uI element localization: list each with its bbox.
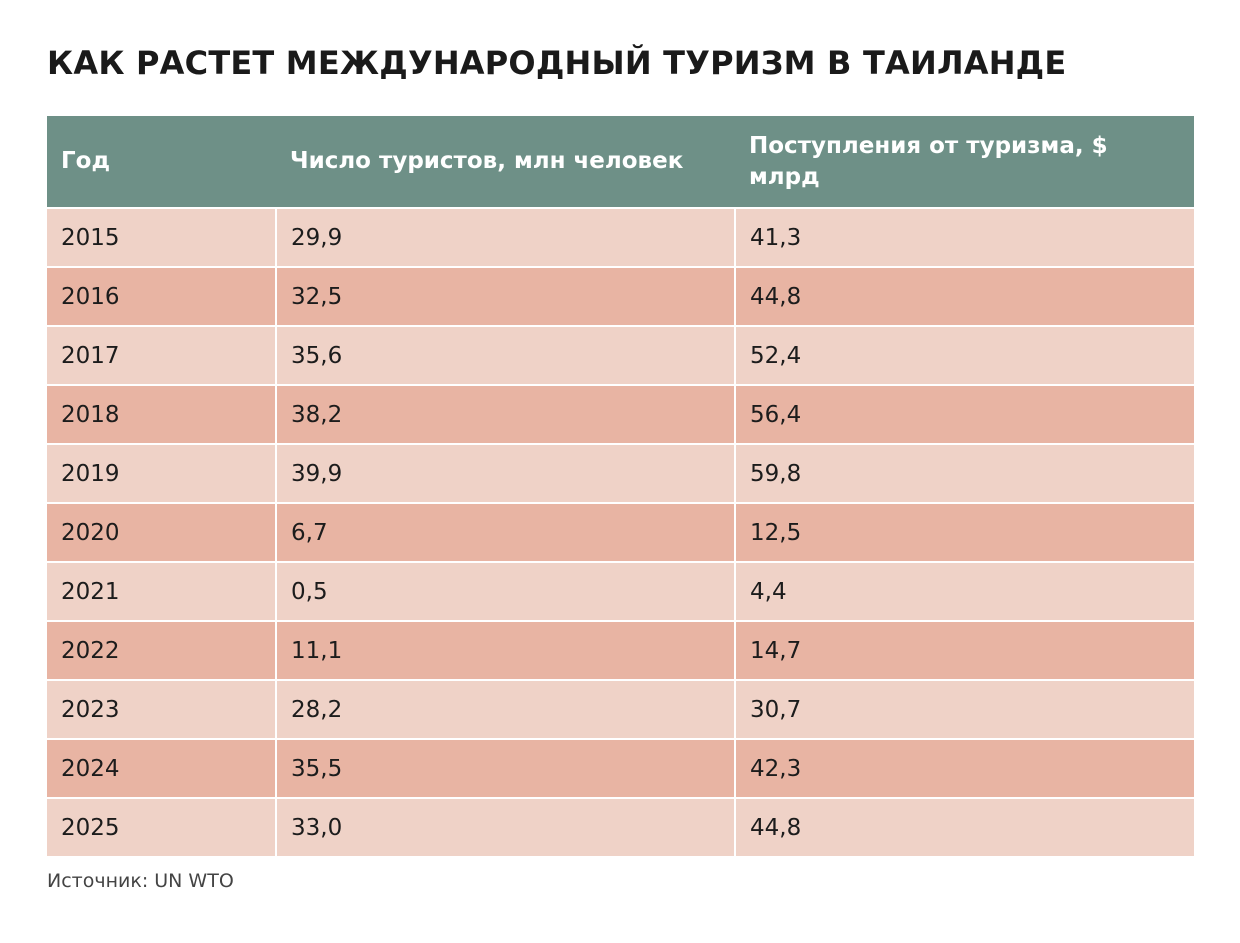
cell-revenue: 44,8: [734, 797, 1194, 856]
cell-tourists: 38,2: [275, 384, 735, 444]
cell-revenue: 14,7: [734, 620, 1194, 680]
cell-revenue: 4,4: [734, 561, 1194, 621]
cell-year: 2021: [47, 561, 276, 621]
table-row: 2021 0,5 4,4: [47, 561, 1194, 621]
cell-year: 2024: [47, 738, 276, 798]
cell-tourists: 33,0: [275, 797, 735, 856]
table-body: 2015 29,9 41,3 2016 32,5 44,8 2017 35,6 52,4 2018…: [47, 207, 1194, 856]
table-row: 2024 35,5 42,3: [47, 738, 1194, 798]
table-row: 2020 6,7 12,5: [47, 502, 1194, 562]
column-header-year: Год: [47, 116, 276, 208]
cell-tourists: 28,2: [275, 679, 735, 739]
table-row: 2023 28,2 30,7: [47, 679, 1194, 739]
cell-revenue: 30,7: [734, 679, 1194, 739]
column-header-revenue: Поступления от туризма, $ млрд: [735, 116, 1194, 208]
cell-revenue: 56,4: [734, 384, 1194, 444]
cell-year: 2017: [47, 325, 276, 385]
table-header-row: Год Число туристов, млн человек Поступле…: [47, 116, 1194, 208]
table-row: 2019 39,9 59,8: [47, 443, 1194, 503]
cell-year: 2025: [47, 797, 276, 856]
cell-revenue: 42,3: [734, 738, 1194, 798]
chart-title: КАК РАСТЕТ МЕЖДУНАРОДНЫЙ ТУРИЗМ В ТАИЛАН…: [47, 44, 1067, 82]
table-row: 2015 29,9 41,3: [47, 207, 1194, 267]
source-note: Источник: UN WTO: [47, 870, 234, 892]
cell-tourists: 39,9: [275, 443, 735, 503]
cell-year: 2022: [47, 620, 276, 680]
cell-tourists: 35,6: [275, 325, 735, 385]
table-row: 2025 33,0 44,8: [47, 797, 1194, 856]
cell-year: 2023: [47, 679, 276, 739]
cell-revenue: 59,8: [734, 443, 1194, 503]
cell-revenue: 12,5: [734, 502, 1194, 562]
cell-year: 2016: [47, 266, 276, 326]
cell-year: 2020: [47, 502, 276, 562]
cell-year: 2015: [47, 207, 276, 267]
cell-tourists: 11,1: [275, 620, 735, 680]
table-row: 2022 11,1 14,7: [47, 620, 1194, 680]
cell-year: 2019: [47, 443, 276, 503]
cell-tourists: 32,5: [275, 266, 735, 326]
table-row: 2016 32,5 44,8: [47, 266, 1194, 326]
tourism-table: Год Число туристов, млн человек Поступле…: [47, 116, 1194, 856]
cell-tourists: 29,9: [275, 207, 735, 267]
cell-tourists: 6,7: [275, 502, 735, 562]
table-row: 2018 38,2 56,4: [47, 384, 1194, 444]
column-header-tourists: Число туристов, млн человек: [276, 116, 735, 208]
cell-revenue: 41,3: [734, 207, 1194, 267]
cell-revenue: 44,8: [734, 266, 1194, 326]
table-row: 2017 35,6 52,4: [47, 325, 1194, 385]
cell-year: 2018: [47, 384, 276, 444]
cell-tourists: 0,5: [275, 561, 735, 621]
cell-tourists: 35,5: [275, 738, 735, 798]
cell-revenue: 52,4: [734, 325, 1194, 385]
